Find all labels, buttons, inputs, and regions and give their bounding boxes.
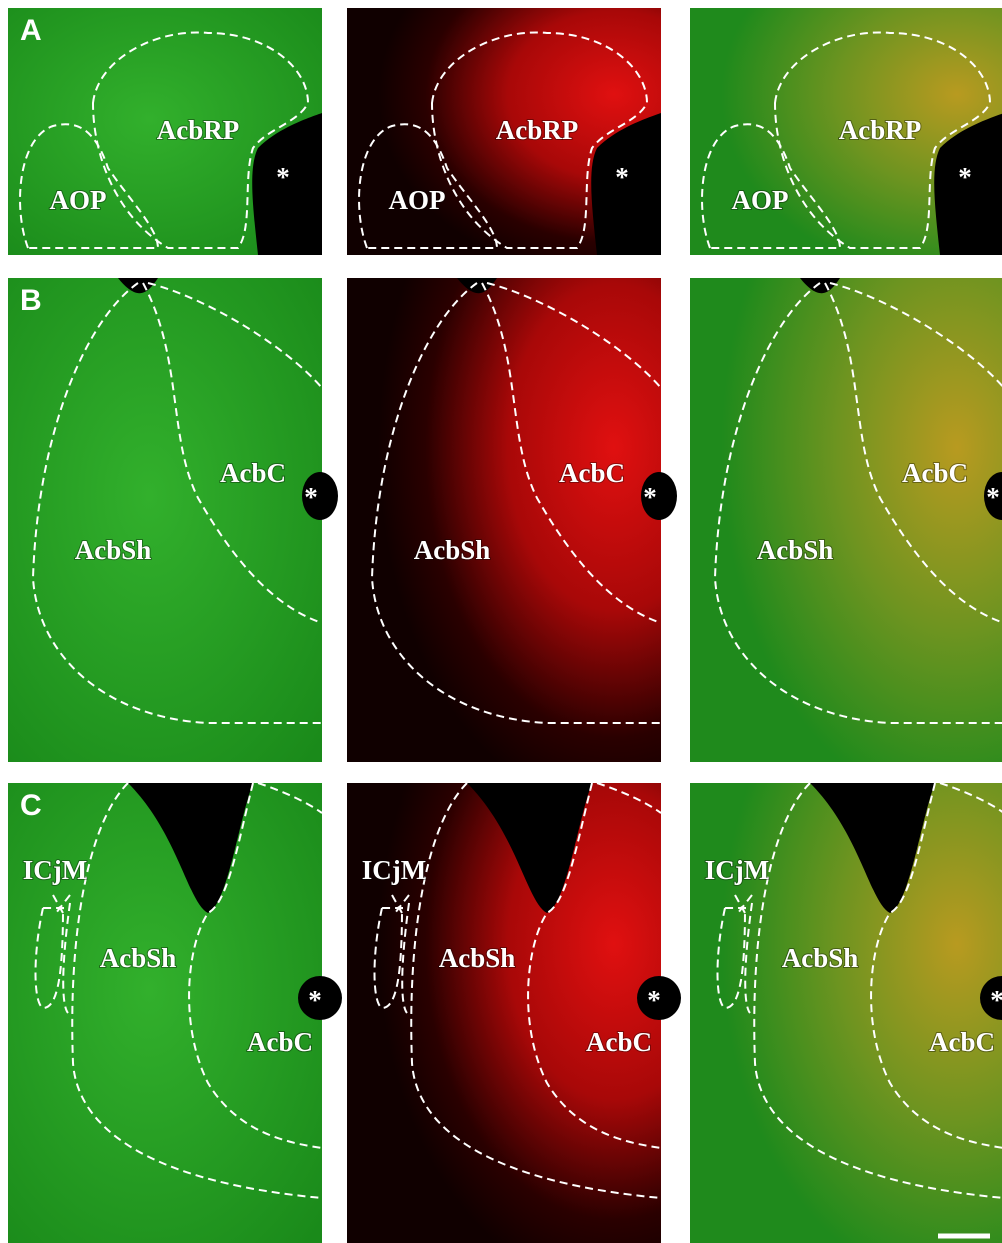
panel-letter: C	[20, 789, 42, 822]
ventricle-marker: *	[643, 482, 657, 512]
ventricle-marker: *	[308, 985, 322, 1015]
panel-letter: B	[20, 284, 42, 317]
ventricle-marker: *	[615, 162, 629, 192]
ventricle-marker: *	[647, 985, 661, 1015]
micrograph-panel: ICjM AcbSh AcbC * C	[8, 783, 342, 1243]
panel-image	[690, 278, 1002, 762]
panel-image	[347, 278, 661, 762]
region-label: ICjM	[362, 855, 426, 885]
region-label: AcbSh	[757, 535, 834, 565]
panel-image	[8, 278, 322, 762]
panel-letter: A	[20, 14, 42, 47]
region-label: AOP	[389, 185, 446, 215]
ventricle-marker: *	[958, 162, 972, 192]
region-label: AcbSh	[100, 943, 177, 973]
region-label: AcbC	[586, 1027, 652, 1057]
micrograph-panel: AcbRP AOP *	[690, 8, 1002, 255]
region-label: AcbRP	[157, 115, 240, 145]
micrograph-panel: AcbC AcbSh *	[347, 278, 677, 762]
region-label: AcbRP	[496, 115, 579, 145]
micrograph-panel: ICjM AcbSh AcbC *	[690, 783, 1002, 1243]
ventricle-marker: *	[990, 985, 1002, 1015]
region-label: AcbC	[902, 458, 968, 488]
micrograph-panel: AcbC AcbSh *	[690, 278, 1002, 762]
region-label: AcbC	[559, 458, 625, 488]
micrograph-panel: AcbRP AOP * A	[8, 8, 322, 255]
figure: AcbRPAOP*AAcbRPAOP*AcbRPAOP*AcbCAcbSh*BA…	[0, 0, 1002, 1243]
region-label: AOP	[50, 185, 107, 215]
micrograph-panel: ICjM AcbSh AcbC *	[347, 783, 681, 1243]
region-label: ICjM	[705, 855, 769, 885]
panel-image	[347, 783, 661, 1243]
micrograph-panel: AcbC AcbSh * B	[8, 278, 338, 762]
region-label: AcbSh	[782, 943, 859, 973]
ventricle-marker: *	[276, 162, 290, 192]
region-label: AcbRP	[839, 115, 922, 145]
region-label: AcbC	[220, 458, 286, 488]
region-label: AOP	[732, 185, 789, 215]
panel-image	[690, 783, 1002, 1243]
region-label: AcbSh	[414, 535, 491, 565]
region-label: ICjM	[23, 855, 87, 885]
region-label: AcbSh	[439, 943, 516, 973]
ventricle-marker: *	[986, 482, 1000, 512]
ventricle-marker: *	[304, 482, 318, 512]
micrograph-panel: AcbRP AOP *	[347, 8, 661, 255]
panel-image	[8, 783, 322, 1243]
region-label: AcbC	[247, 1027, 313, 1057]
region-label: AcbC	[929, 1027, 995, 1057]
region-label: AcbSh	[75, 535, 152, 565]
